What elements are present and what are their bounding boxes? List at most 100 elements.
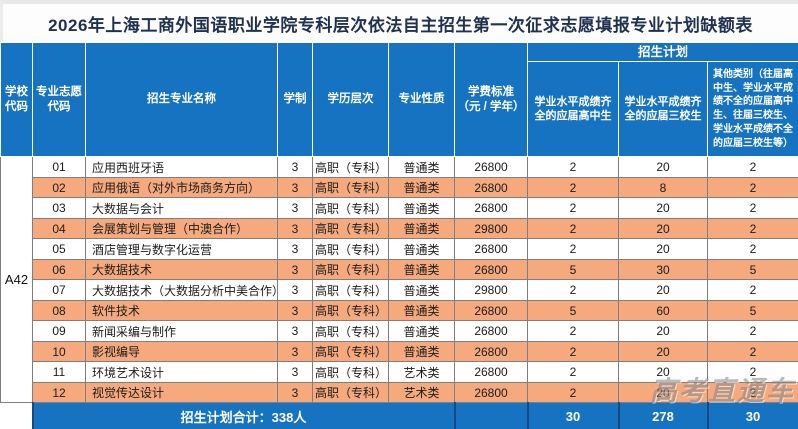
plan-vs-cell: 20	[618, 238, 708, 260]
tuition-cell: 26800	[454, 320, 528, 342]
major-code-cell: 08	[32, 299, 86, 322]
duration-cell: 3	[277, 320, 313, 342]
plan-hs-cell: 5	[527, 258, 619, 281]
plan-other-cell: 2	[706, 238, 798, 260]
plan-vs-cell: 20	[618, 156, 708, 178]
major-code-cell: 02	[32, 176, 86, 199]
major-code-cell: 03	[32, 197, 86, 219]
plan-other-cell: 5	[706, 299, 798, 322]
major-name-cell: 视觉传达设计	[85, 381, 278, 404]
level-cell: 高职（专科）	[312, 258, 389, 281]
col-major-name: 招生专业名称	[85, 41, 278, 158]
footer-other-total: 30	[706, 402, 798, 429]
major-code-cell: 01	[32, 156, 86, 178]
plan-hs-cell: 2	[527, 279, 619, 301]
type-cell: 普通类	[388, 217, 455, 240]
level-cell: 高职（专科）	[312, 299, 389, 322]
plan-other-cell: 2	[706, 197, 798, 219]
col-tuition: 学费标准（元 / 学年）	[454, 41, 528, 158]
tuition-cell: 29800	[454, 279, 528, 301]
duration-cell: 3	[277, 279, 313, 301]
table-row: 08 软件技术 3 高职（专科） 普通类 26800 5 60 5	[1, 299, 798, 322]
table-row: 07 大数据技术（大数据分析中美合作） 3 高职（专科） 普通类 29800 2…	[1, 279, 798, 301]
col-major-code: 专业志愿代码	[32, 41, 86, 158]
duration-cell: 3	[277, 197, 313, 219]
plan-other-cell: 2	[706, 381, 798, 404]
tuition-cell: 26800	[454, 238, 528, 260]
duration-cell: 3	[277, 156, 313, 178]
plan-hs-cell: 2	[527, 176, 619, 199]
plan-vs-cell: 8	[618, 176, 708, 199]
tuition-cell: 26800	[454, 299, 528, 322]
major-code-cell: 10	[32, 340, 86, 363]
table-row: 02 应用俄语（对外市场商务方向） 3 高职（专科） 普通类 26800 2 8…	[1, 176, 798, 199]
page-title: 2026年上海工商外国语职业学院专科层次依法自主招生第一次征求志愿填报专业计划缺…	[48, 15, 753, 35]
table-row: 04 会展策划与管理（中澳合作） 3 高职（专科） 普通类 29800 2 20…	[1, 217, 798, 240]
major-name-cell: 大数据与会计	[85, 197, 278, 219]
type-cell: 普通类	[388, 320, 455, 342]
plan-other-cell: 2	[706, 320, 798, 342]
tuition-cell: 29800	[454, 217, 528, 240]
duration-cell: 3	[277, 361, 313, 383]
enrollment-table: 学校代码 专业志愿代码 招生专业名称 学制 学历层次 专业性质 学费标准（元 /…	[0, 41, 798, 429]
plan-other-cell: 2	[706, 340, 798, 363]
plan-other-cell: 2	[706, 217, 798, 240]
level-cell: 高职（专科）	[312, 340, 389, 363]
level-cell: 高职（专科）	[312, 381, 389, 404]
plan-vs-cell: 30	[618, 258, 708, 281]
major-name-cell: 环境艺术设计	[85, 361, 278, 383]
level-cell: 高职（专科）	[312, 320, 389, 342]
col-school-code: 学校代码	[0, 41, 33, 158]
type-cell: 普通类	[388, 176, 455, 199]
level-cell: 高职（专科）	[312, 279, 389, 301]
major-name-cell: 大数据技术	[85, 258, 278, 281]
type-cell: 普通类	[388, 197, 455, 219]
footer-vs-total: 278	[617, 402, 709, 429]
plan-other-cell: 2	[706, 361, 798, 383]
plan-hs-cell: 2	[527, 361, 619, 383]
plan-vs-cell: 20	[618, 361, 708, 383]
table-row: 10 影视编导 3 高职（专科） 普通类 26800 2 20 2	[1, 340, 798, 363]
duration-cell: 3	[277, 258, 313, 281]
duration-cell: 3	[277, 238, 313, 260]
type-cell: 艺术类	[388, 361, 455, 383]
plan-hs-cell: 2	[527, 381, 619, 404]
plan-hs-cell: 2	[527, 320, 619, 342]
table-row: 06 大数据技术 3 高职（专科） 普通类 26800 5 30 5	[1, 258, 798, 281]
major-code-cell: 12	[32, 381, 86, 404]
table-row: 12 视觉传达设计 3 高职（专科） 艺术类 26800 2 20 2	[1, 381, 798, 404]
table-footer: 招生计划合计：338人 30 278 30	[0, 402, 798, 429]
major-name-cell: 应用俄语（对外市场商务方向）	[85, 176, 278, 199]
plan-vs-cell: 20	[618, 197, 708, 219]
table-header: 学校代码 专业志愿代码 招生专业名称 学制 学历层次 专业性质 学费标准（元 /…	[0, 41, 798, 158]
table-row: 11 环境艺术设计 3 高职（专科） 艺术类 26800 2 20 2	[1, 361, 798, 383]
major-name-cell: 新闻采编与制作	[85, 320, 278, 342]
type-cell: 艺术类	[388, 381, 455, 404]
duration-cell: 3	[277, 340, 313, 363]
type-cell: 普通类	[388, 340, 455, 363]
plan-vs-cell: 20	[618, 381, 708, 404]
school-code-cell: A42	[0, 156, 33, 404]
col-plan-other: 其他类别（往届高中生、学业水平成绩不全的应届高中生、往届三校生、学业水平成绩不全…	[706, 61, 798, 158]
duration-cell: 3	[277, 381, 313, 404]
plan-hs-cell: 2	[527, 156, 619, 178]
footer-total-label: 招生计划合计：338人	[31, 402, 456, 429]
level-cell: 高职（专科）	[312, 238, 389, 260]
plan-vs-cell: 20	[618, 340, 708, 363]
tuition-cell: 26800	[454, 340, 528, 363]
plan-vs-cell: 60	[618, 299, 708, 322]
major-code-cell: 07	[32, 279, 86, 301]
level-cell: 高职（专科）	[312, 156, 389, 178]
tuition-cell: 26800	[454, 176, 528, 199]
major-name-cell: 大数据技术（大数据分析中美合作）	[85, 279, 278, 301]
major-name-cell: 会展策划与管理（中澳合作）	[85, 217, 278, 240]
major-name-cell: 影视编导	[85, 340, 278, 363]
table-row: A42 01 应用西班牙语 3 高职（专科） 普通类 26800 2 20 2	[0, 156, 798, 404]
level-cell: 高职（专科）	[312, 217, 389, 240]
plan-other-cell: 2	[706, 279, 798, 301]
plan-hs-cell: 2	[527, 217, 619, 240]
major-code-cell: 11	[32, 361, 86, 383]
duration-cell: 3	[277, 217, 313, 240]
type-cell: 普通类	[388, 299, 455, 322]
